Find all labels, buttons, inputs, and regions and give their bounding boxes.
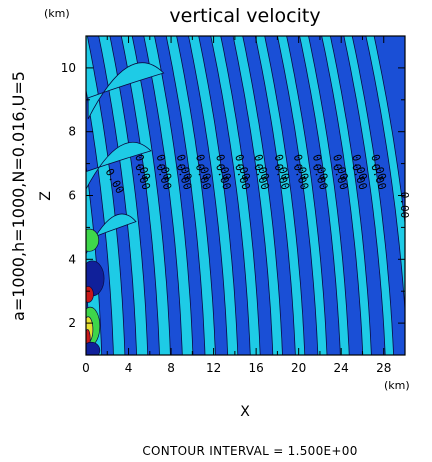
low-level-extrema	[86, 228, 105, 355]
wave-band	[188, 36, 239, 355]
x-tick-label: 24	[334, 361, 349, 375]
zero-contour-label: 0.00	[398, 192, 411, 219]
x-tick-label: 0	[82, 361, 90, 375]
parameters-label: a=1000,h=1000,N=0.016,U=5	[9, 71, 28, 321]
plot-area	[86, 36, 405, 355]
wave-band	[343, 36, 395, 355]
x-tick-label: 28	[376, 361, 391, 375]
y-axis-unit: (km)	[44, 7, 70, 20]
wave-band	[321, 36, 372, 355]
contour-cell	[86, 141, 152, 190]
wave-band	[120, 36, 171, 355]
extremum-cell	[86, 228, 100, 252]
wave-band	[277, 36, 328, 355]
x-tick-label: 12	[206, 361, 221, 375]
x-tick-label: 4	[125, 361, 133, 375]
x-axis-label: X	[240, 404, 250, 420]
y-tick-label: 6	[68, 189, 76, 203]
contour-cell	[87, 62, 165, 120]
extremum-cell	[86, 341, 101, 355]
extremum-cell	[86, 286, 94, 303]
wave-band	[365, 36, 405, 317]
y-axis-label: Z	[38, 191, 54, 201]
y-tick-label: 10	[61, 61, 76, 75]
y-tick-label: 4	[68, 252, 76, 266]
x-tick-label: 16	[248, 361, 263, 375]
x-tick-label: 8	[167, 361, 175, 375]
wave-band	[98, 36, 149, 355]
x-axis-unit: (km)	[384, 379, 410, 392]
wave-band	[299, 36, 350, 355]
wave-band	[86, 36, 126, 355]
wave-band	[232, 36, 283, 355]
x-tick-label: 20	[291, 361, 306, 375]
contour-interval-label: CONTOUR INTERVAL = 1.500E+00	[142, 444, 357, 458]
wave-band	[143, 36, 194, 355]
wave-band	[165, 36, 216, 355]
y-tick-label: 2	[68, 316, 76, 330]
y-tick-label: 8	[68, 125, 76, 139]
wave-band	[210, 36, 261, 355]
wave-band	[254, 36, 306, 355]
chart-title: vertical velocity	[169, 5, 320, 27]
